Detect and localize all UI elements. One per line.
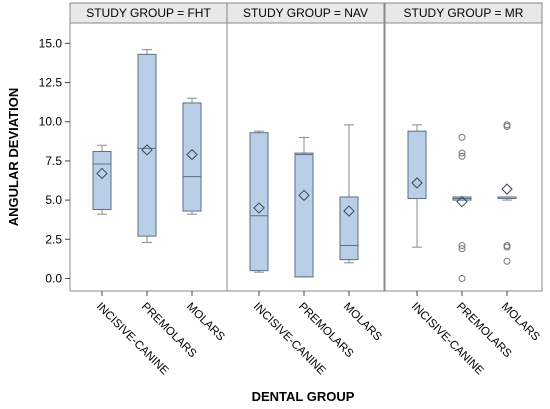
panel: STUDY GROUP = NAVINCISIVE-CANINEPREMOLAR… xyxy=(226,2,385,378)
y-tick-label: 2.5 xyxy=(45,232,62,246)
mean-marker xyxy=(456,195,468,208)
outlier-point xyxy=(458,245,466,253)
panel-header-label: STUDY GROUP = NAV xyxy=(243,6,368,20)
x-tick-label: MOLARS xyxy=(184,301,227,344)
mean-marker xyxy=(96,167,108,180)
mean-marker xyxy=(501,183,513,195)
outlier-point xyxy=(458,149,466,157)
y-tick-label: 5.0 xyxy=(45,193,62,207)
panel-frame xyxy=(384,22,543,292)
outlier-point xyxy=(458,152,466,160)
mean-marker xyxy=(298,189,310,202)
panel-header-label: STUDY GROUP = FHT xyxy=(86,6,211,20)
outlier-point xyxy=(458,133,466,141)
y-tick-label: 7.5 xyxy=(45,154,62,168)
box-group: INCISIVE-CANINE xyxy=(92,144,171,378)
box xyxy=(182,102,202,212)
x-tick-label: MOLARS xyxy=(499,301,542,344)
mean-marker xyxy=(343,205,355,217)
panels-layer: STUDY GROUP = FHTINCISIVE-CANINEPREMOLAR… xyxy=(69,2,543,378)
box xyxy=(294,152,314,278)
x-tick-label: MOLARS xyxy=(341,301,384,344)
panel-frame xyxy=(226,22,385,292)
y-tick-label: 15.0 xyxy=(39,36,63,50)
panel-header-label: STUDY GROUP = MR xyxy=(404,6,524,20)
outlier-point xyxy=(503,121,511,129)
outlier-point xyxy=(503,242,511,250)
mean-marker xyxy=(253,202,265,214)
box-group: MOLARS xyxy=(497,121,542,344)
mean-marker xyxy=(186,148,198,161)
y-tick-label: 0.0 xyxy=(45,271,62,285)
panel: STUDY GROUP = FHTINCISIVE-CANINEPREMOLAR… xyxy=(69,2,228,378)
panel: STUDY GROUP = MRINCISIVE-CANINEPREMOLARS… xyxy=(384,2,543,378)
mean-marker xyxy=(141,144,153,156)
outlier-point xyxy=(458,274,466,282)
box-group: INCISIVE-CANINE xyxy=(249,130,328,378)
y-axis-title: ANGULAR DEVIATION xyxy=(6,88,21,226)
outlier-point xyxy=(503,257,511,265)
outlier-point xyxy=(458,242,466,250)
box xyxy=(339,196,359,261)
y-tick-label: 10.0 xyxy=(39,115,63,129)
box xyxy=(92,151,112,211)
box-group: MOLARS xyxy=(182,97,227,344)
box xyxy=(249,132,269,272)
mean-marker xyxy=(411,177,423,189)
y-tick-label: 12.5 xyxy=(39,76,63,90)
box-group: INCISIVE-CANINE xyxy=(407,124,486,378)
box-group: MOLARS xyxy=(339,124,384,344)
y-axis: 0.0 2.5 5.0 7.5 10.0 12.5 15.0 xyxy=(39,23,71,291)
x-axis-title: DENTAL GROUP xyxy=(252,389,355,404)
